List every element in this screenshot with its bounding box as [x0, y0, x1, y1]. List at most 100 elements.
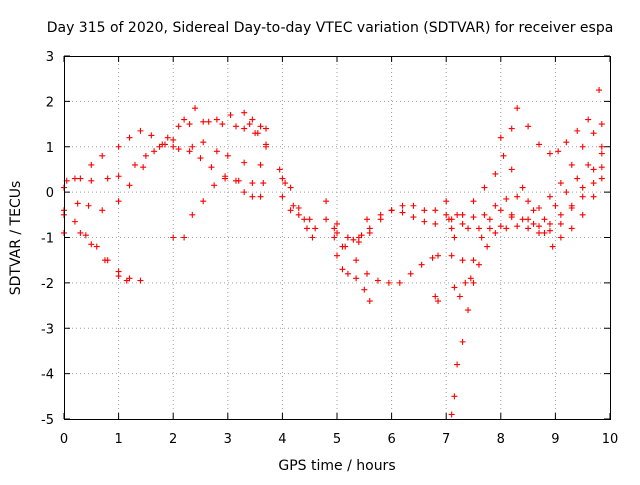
data-point: [470, 257, 477, 264]
data-point: [208, 164, 215, 171]
data-point: [590, 180, 597, 187]
data-point: [252, 130, 259, 137]
data-point: [77, 229, 84, 236]
series-track-20: [448, 121, 605, 232]
data-point: [189, 211, 196, 218]
data-point: [200, 118, 207, 125]
data-point: [579, 193, 586, 200]
data-point: [224, 152, 231, 159]
data-point: [88, 161, 95, 168]
data-point: [481, 211, 488, 218]
data-point: [443, 211, 450, 218]
data-point: [186, 121, 193, 128]
data-point: [481, 184, 488, 191]
data-point: [519, 184, 526, 191]
data-point: [598, 150, 605, 157]
y-tick-label: -2: [41, 277, 54, 292]
data-point: [366, 298, 373, 305]
data-point: [249, 180, 256, 187]
data-point: [137, 277, 144, 284]
data-point: [287, 184, 294, 191]
data-point: [162, 141, 169, 148]
data-point: [568, 205, 575, 212]
x-tick-label: 1: [114, 432, 122, 447]
data-point: [418, 261, 425, 268]
data-point: [164, 134, 171, 141]
data-point: [350, 236, 357, 243]
data-point: [432, 293, 439, 300]
data-point: [339, 266, 346, 273]
data-point: [590, 193, 597, 200]
series-track-13: [323, 198, 439, 241]
data-point: [451, 234, 458, 241]
series-track-4: [61, 207, 144, 284]
data-point: [525, 225, 532, 232]
series-track-11: [279, 175, 313, 223]
data-point: [115, 173, 122, 180]
data-point: [290, 202, 297, 209]
data-point: [364, 216, 371, 223]
series-track-15: [334, 252, 373, 305]
series-track-23: [443, 211, 474, 282]
data-point: [536, 205, 543, 212]
data-point: [74, 200, 81, 207]
data-point: [323, 216, 330, 223]
data-point: [101, 257, 108, 264]
data-point: [126, 134, 133, 141]
data-point: [598, 164, 605, 171]
x-axis-label: GPS time / hours: [278, 458, 395, 474]
data-point: [574, 175, 581, 182]
data-point: [451, 393, 458, 400]
series-track-8: [241, 125, 270, 150]
data-point: [448, 216, 455, 223]
data-point: [579, 143, 586, 150]
data-point: [465, 225, 472, 232]
data-point: [435, 252, 442, 259]
data-point: [148, 132, 155, 139]
data-point: [222, 175, 229, 182]
x-tick-label: 8: [497, 432, 505, 447]
data-point: [590, 166, 597, 173]
data-point: [500, 152, 507, 159]
data-point: [197, 155, 204, 162]
axis-ticks: 0 1 2 3 4 5 6 7 8 9 10 -5 -4 -3 -2 -1 0 1 2 3: [41, 50, 618, 447]
data-point: [71, 175, 78, 182]
data-point: [374, 277, 381, 284]
data-point: [142, 152, 149, 159]
data-point: [388, 207, 395, 214]
x-tick-label: 6: [387, 432, 395, 447]
data-point: [377, 211, 384, 218]
data-point: [249, 193, 256, 200]
data-point: [585, 161, 592, 168]
data-point: [241, 159, 248, 166]
data-point: [478, 234, 485, 241]
data-point: [552, 202, 559, 209]
data-point: [213, 116, 220, 123]
data-point: [459, 220, 466, 227]
data-point: [186, 148, 193, 155]
series-track-3: [61, 105, 270, 218]
data-point: [82, 232, 89, 239]
y-tick-label: 2: [46, 95, 54, 110]
data-point: [470, 279, 477, 286]
data-point: [309, 234, 316, 241]
data-point: [192, 105, 199, 112]
x-tick-label: 0: [60, 432, 68, 447]
data-point: [557, 211, 564, 218]
x-tick-label: 2: [169, 432, 177, 447]
data-point: [456, 293, 463, 300]
data-point: [536, 223, 543, 230]
series-track-9: [276, 166, 319, 232]
data-point: [497, 207, 504, 214]
y-tick-label: -5: [41, 413, 54, 428]
data-point: [385, 279, 392, 286]
series-track-17: [432, 293, 442, 305]
data-point: [211, 182, 218, 189]
data-point: [486, 225, 493, 232]
data-point: [525, 198, 532, 205]
data-point: [189, 143, 196, 150]
data-point: [205, 118, 212, 125]
data-point: [454, 361, 461, 368]
data-point: [200, 198, 207, 205]
